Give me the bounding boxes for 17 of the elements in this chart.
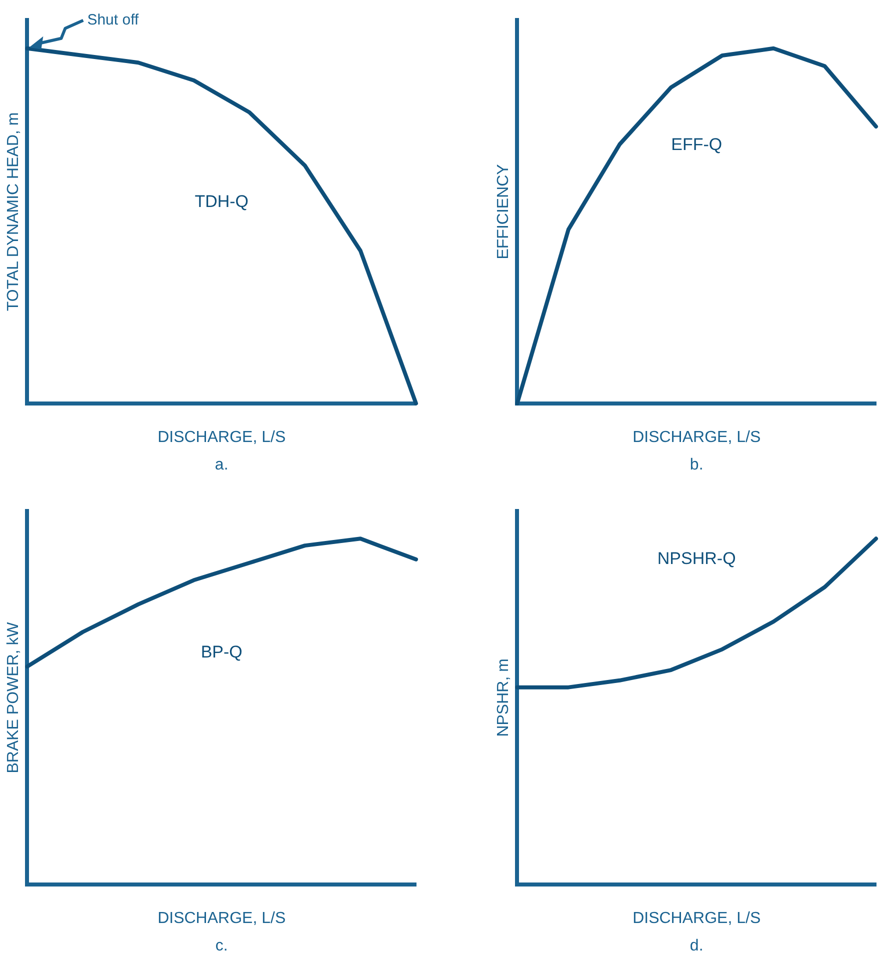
text: BP-Q	[200, 642, 242, 662]
text: TDH-Q	[194, 192, 249, 211]
series-label: EFF-Q	[671, 135, 722, 154]
y-axis-title: TOTAL DYNAMIC HEAD, m	[5, 112, 22, 312]
x-axis-title: DISCHARGE, L/S	[632, 910, 761, 927]
text: b.	[690, 456, 704, 474]
y-axis-title: EFFICIENCY	[495, 164, 512, 260]
y-axis-title: BRAKE POWER, kW	[5, 621, 22, 774]
text: Shut off	[87, 12, 140, 29]
text: NPSHR-Q	[657, 548, 736, 568]
x-axis-title: DISCHARGE, L/S	[158, 910, 286, 927]
text: a.	[214, 456, 228, 474]
y-axis-title: NPSHR, m	[495, 658, 512, 737]
text: c.	[215, 937, 228, 954]
x-axis-title: DISCHARGE, L/S	[158, 428, 286, 446]
text: d.	[690, 937, 704, 954]
x-axis-title: DISCHARGE, L/S	[632, 428, 761, 446]
